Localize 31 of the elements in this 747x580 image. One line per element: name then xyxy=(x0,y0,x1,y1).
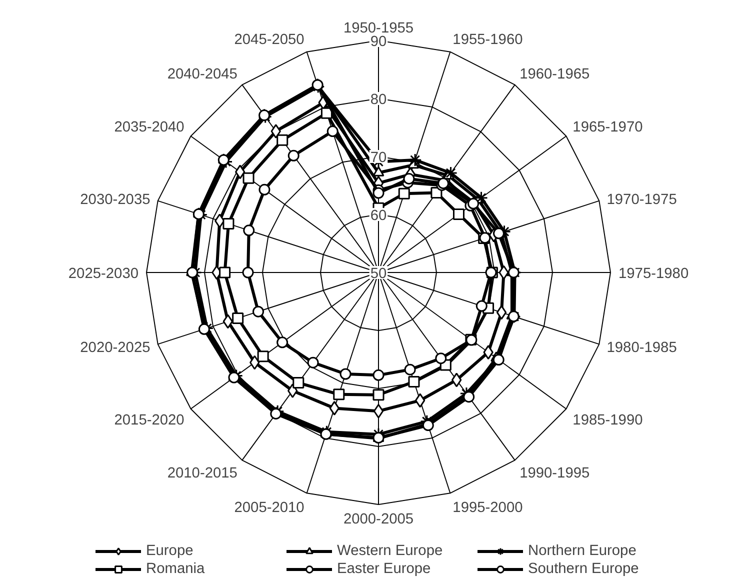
spoke-label: 1975-1980 xyxy=(618,266,689,282)
spoke-label: 1950-1955 xyxy=(343,20,414,36)
spoke-label: 2025-2030 xyxy=(68,266,139,282)
y-tick-label: 90 xyxy=(370,34,387,50)
legend-label: Western Europe xyxy=(337,542,444,560)
spoke-label: 2015-2020 xyxy=(114,412,184,429)
spoke-label: 2030-2035 xyxy=(80,192,150,208)
spoke-label: 1965-1970 xyxy=(572,119,643,136)
spoke-label: 2020-2025 xyxy=(80,340,150,356)
spoke-label: 1980-1985 xyxy=(606,340,677,356)
spoke-label: 2040-2045 xyxy=(167,66,238,82)
spoke-label: 2035-2040 xyxy=(114,119,184,136)
spoke-label: 1955-1960 xyxy=(452,32,523,48)
spoke-label: 1970-1975 xyxy=(606,192,677,208)
spoke-label: 1985-1990 xyxy=(572,412,643,429)
legend-label: Easter Europe xyxy=(337,560,432,578)
spoke-label: 1960-1965 xyxy=(520,66,590,82)
spoke-label: 2000-2005 xyxy=(343,512,414,528)
legend-label: Europe xyxy=(146,542,194,560)
y-tick-label: 50 xyxy=(370,266,387,282)
y-tick-label: 80 xyxy=(370,92,387,108)
legend-label: Romania xyxy=(146,560,206,578)
spoke-label: 2005-2010 xyxy=(234,500,304,516)
y-tick-label: 70 xyxy=(370,150,387,166)
spoke-label: 1995-2000 xyxy=(452,500,523,516)
spoke-label: 2045-2050 xyxy=(234,32,304,48)
spoke-label: 2010-2015 xyxy=(167,466,238,482)
y-tick-label: 60 xyxy=(370,208,387,224)
legend-label: Northern Europe xyxy=(528,542,638,560)
spoke-label: 1990-1995 xyxy=(520,466,590,482)
legend-label: Southern Europe xyxy=(528,560,640,578)
